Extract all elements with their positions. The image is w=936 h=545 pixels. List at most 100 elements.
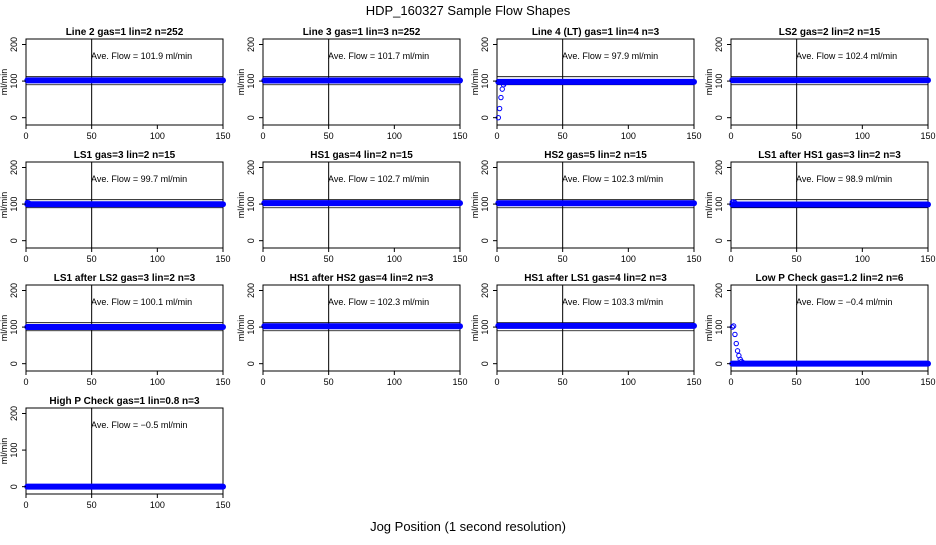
x-tick-label: 150 — [452, 377, 467, 387]
x-tick-label: 0 — [728, 377, 733, 387]
x-tick-label: 100 — [621, 377, 636, 387]
average-flow-label: Ave. Flow = 103.3 ml/min — [562, 297, 663, 307]
x-tick-label: 0 — [494, 254, 499, 264]
y-axis-label: ml/min — [236, 69, 246, 96]
y-tick-label: 100 — [246, 197, 256, 212]
panel: HS1 after HS2 gas=4 lin=2 n=3 Ave. Flow =… — [236, 273, 468, 387]
data-point — [498, 94, 504, 101]
x-tick-label: 100 — [855, 254, 870, 264]
plot-frame — [25, 407, 224, 495]
y-tick-label: 200 — [9, 37, 19, 52]
x-tick-label: 0 — [23, 254, 28, 264]
y-axis-label: ml/min — [704, 192, 714, 219]
x-tick-label: 150 — [215, 254, 230, 264]
x-tick-label: 150 — [686, 131, 701, 141]
panel: HS2 gas=5 lin=2 n=15 Ave. Flow = 102.3 ml… — [470, 150, 702, 264]
y-tick-label: 100 — [480, 74, 490, 89]
y-tick-label: 0 — [246, 115, 256, 120]
x-tick-label: 150 — [452, 254, 467, 264]
data-point — [496, 105, 503, 112]
x-tick-label: 100 — [387, 254, 402, 264]
x-tick-label: 150 — [920, 131, 935, 141]
x-tick-label: 100 — [621, 131, 636, 141]
y-tick-label: 0 — [480, 361, 490, 366]
panel: HS1 after LS1 gas=4 lin=2 n=3 Ave. Flow =… — [470, 273, 702, 387]
panel: LS1 gas=3 lin=2 n=15 Ave. Flow = 99.7 ml/… — [0, 150, 231, 264]
x-tick-label: 0 — [260, 377, 265, 387]
y-axis-label: ml/min — [236, 192, 246, 219]
x-tick-label: 50 — [558, 131, 568, 141]
panel-title: HS1 gas=4 lin=2 n=15 — [310, 150, 413, 161]
x-tick-label: 50 — [324, 254, 334, 264]
y-tick-label: 200 — [9, 406, 19, 421]
y-tick-label: 100 — [714, 320, 724, 335]
y-tick-label: 0 — [9, 115, 19, 120]
y-axis-label: ml/min — [0, 315, 9, 342]
average-flow-label: Ave. Flow = 102.4 ml/min — [796, 51, 897, 61]
average-flow-label: Ave. Flow = 101.9 ml/min — [91, 51, 192, 61]
x-tick-label: 150 — [920, 377, 935, 387]
data-point — [503, 79, 509, 85]
y-tick-label: 200 — [714, 37, 724, 52]
panel: Line 2 gas=1 lin=2 n=252 Ave. Flow = 101.… — [0, 27, 231, 141]
x-tick-label: 100 — [387, 131, 402, 141]
figure-title: HDP_160327 Sample Flow Shapes — [366, 3, 571, 18]
y-axis-label: ml/min — [470, 192, 480, 219]
data-point — [732, 199, 738, 206]
panel-title: HS1 after LS1 gas=4 lin=2 n=3 — [524, 273, 667, 284]
average-flow-label: Ave. Flow = 100.1 ml/min — [91, 297, 192, 307]
y-axis-label: ml/min — [704, 69, 714, 96]
plot-frame — [730, 284, 929, 372]
y-tick-label: 100 — [480, 197, 490, 212]
average-flow-label: Ave. Flow = 102.3 ml/min — [562, 174, 663, 184]
y-tick-label: 0 — [480, 238, 490, 243]
x-tick-label: 0 — [494, 131, 499, 141]
x-tick-label: 100 — [150, 131, 165, 141]
panel: High P Check gas=1 lin=0.8 n=3 Ave. Flow … — [0, 396, 231, 510]
panel-grid: Line 2 gas=1 lin=2 n=252 Ave. Flow = 101.… — [0, 27, 936, 510]
panel-title: LS2 gas=2 lin=2 n=15 — [779, 27, 881, 38]
x-tick-label: 0 — [728, 254, 733, 264]
y-tick-label: 0 — [714, 361, 724, 366]
y-tick-label: 100 — [714, 197, 724, 212]
panel-title: LS1 gas=3 lin=2 n=15 — [74, 150, 176, 161]
x-tick-label: 50 — [87, 377, 97, 387]
x-tick-label: 0 — [494, 377, 499, 387]
x-tick-label: 150 — [686, 254, 701, 264]
panel: Low P Check gas=1.2 lin=2 n=6 Ave. Flow =… — [704, 273, 936, 387]
data-point — [499, 86, 505, 92]
y-tick-label: 100 — [246, 320, 256, 335]
x-tick-label: 0 — [728, 131, 733, 141]
y-tick-label: 200 — [714, 283, 724, 298]
y-tick-label: 100 — [246, 74, 256, 89]
data-point — [741, 360, 747, 367]
panel-title: HS1 after HS2 gas=4 lin=2 n=3 — [290, 273, 434, 284]
figure-xlabel: Jog Position (1 second resolution) — [370, 519, 566, 534]
data-point — [734, 348, 741, 354]
data-point — [25, 200, 32, 206]
y-tick-label: 100 — [9, 320, 19, 335]
y-tick-label: 200 — [246, 37, 256, 52]
y-axis-label: ml/min — [0, 438, 9, 465]
panel-title: Line 3 gas=1 lin=3 n=252 — [303, 27, 421, 38]
panel: LS1 after LS2 gas=3 lin=2 n=3 Ave. Flow =… — [0, 273, 231, 387]
y-tick-label: 0 — [714, 238, 724, 243]
x-tick-label: 100 — [621, 254, 636, 264]
x-tick-label: 50 — [324, 377, 334, 387]
panel-title: LS1 after HS1 gas=3 lin=2 n=3 — [758, 150, 901, 161]
x-tick-label: 100 — [387, 377, 402, 387]
x-tick-label: 150 — [215, 377, 230, 387]
panel: Line 3 gas=1 lin=3 n=252 Ave. Flow = 101.… — [236, 27, 468, 141]
panel-title: High P Check gas=1 lin=0.8 n=3 — [49, 396, 200, 407]
x-tick-label: 50 — [558, 254, 568, 264]
x-tick-label: 50 — [792, 254, 802, 264]
y-axis-label: ml/min — [704, 315, 714, 342]
y-axis-label: ml/min — [0, 69, 9, 96]
y-tick-label: 100 — [9, 443, 19, 458]
x-tick-label: 50 — [87, 131, 97, 141]
panel: HS1 gas=4 lin=2 n=15 Ave. Flow = 102.7 ml… — [236, 150, 468, 264]
x-tick-label: 50 — [792, 131, 802, 141]
data-point — [733, 340, 739, 347]
x-tick-label: 150 — [452, 131, 467, 141]
